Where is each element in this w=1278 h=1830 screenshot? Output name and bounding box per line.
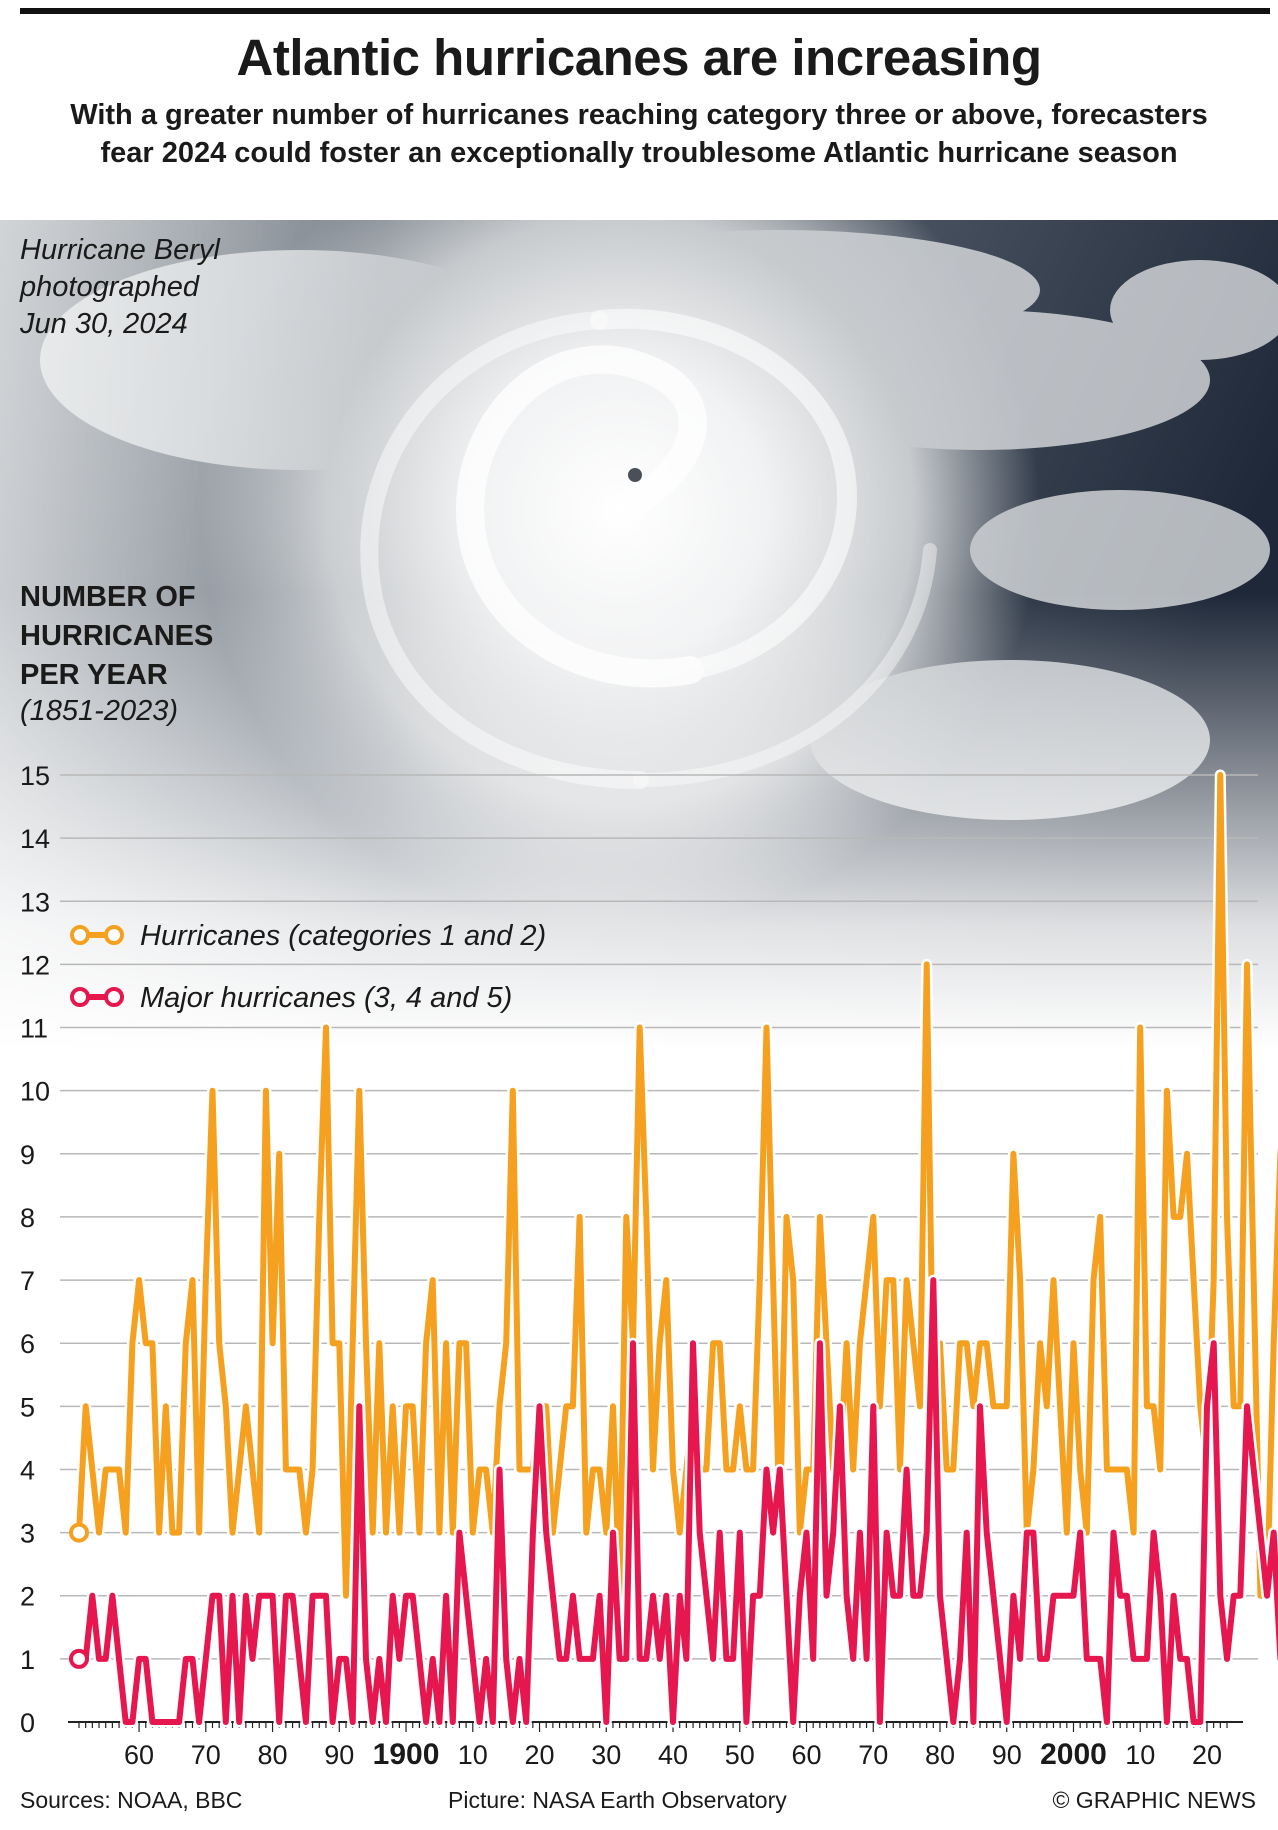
page-title: Atlantic hurricanes are increasing	[236, 29, 1042, 86]
copyright: © GRAPHIC NEWS	[1052, 1787, 1256, 1813]
x-tick-label: 1900	[373, 1738, 440, 1771]
series-line-major-hurricanes	[76, 1277, 1278, 1725]
x-tick-label: 60	[791, 1740, 821, 1770]
y-tick-label: 12	[20, 950, 50, 980]
y-tick-label: 1	[20, 1645, 35, 1675]
chart-title: NUMBER OF HURRICANES PER YEAR	[20, 581, 214, 691]
y-tick-label: 0	[20, 1708, 35, 1738]
y-tick-label: 13	[20, 887, 50, 917]
x-tick-label: 30	[591, 1740, 621, 1770]
y-tick-label: 4	[20, 1455, 35, 1485]
picture-credit: Picture: NASA Earth Observatory	[448, 1787, 787, 1813]
x-tick-label: 60	[124, 1740, 154, 1770]
y-tick-label: 14	[20, 824, 50, 854]
x-tick-label: 90	[992, 1740, 1022, 1770]
y-tick-label: 9	[20, 1140, 35, 1170]
legend-swatch-marker	[104, 987, 124, 1007]
chart-subtitle: (1851-2023)	[20, 695, 178, 727]
x-tick-label: 20	[1192, 1740, 1222, 1770]
photo-caption: Hurricane Beryl photographed Jun 30, 202…	[20, 234, 220, 340]
x-tick-label: 2000	[1040, 1738, 1107, 1771]
x-tick-label: 10	[1125, 1740, 1155, 1770]
x-tick-label: 40	[658, 1740, 688, 1770]
y-tick-label: 6	[20, 1329, 35, 1359]
x-tick-label: 90	[324, 1740, 354, 1770]
top-rule	[20, 8, 1270, 14]
series-start-marker	[69, 1522, 89, 1543]
x-tick-label: 70	[191, 1740, 221, 1770]
y-tick-label: 8	[20, 1203, 35, 1233]
y-tick-label: 7	[20, 1266, 35, 1296]
legend-swatch-marker	[70, 987, 90, 1007]
x-tick-label: 10	[458, 1740, 488, 1770]
legend-label: Hurricanes (categories 1 and 2)	[140, 920, 546, 952]
x-tick-label: 80	[258, 1740, 288, 1770]
x-tick-label: 80	[925, 1740, 955, 1770]
y-tick-label: 11	[20, 1014, 48, 1044]
x-tick-label: 50	[725, 1740, 755, 1770]
legend-swatch-marker	[104, 925, 124, 945]
x-tick-label: 70	[858, 1740, 888, 1770]
y-tick-label: 10	[20, 1077, 50, 1107]
y-tick-label: 3	[20, 1519, 35, 1549]
series-line-hurricanes-cat-1-2	[76, 772, 1278, 1599]
series-start-marker	[69, 1648, 89, 1669]
legend-swatch-marker	[70, 925, 90, 945]
y-tick-label: 2	[20, 1582, 35, 1612]
y-tick-label: 5	[20, 1392, 35, 1422]
x-tick-label: 20	[525, 1740, 555, 1770]
sources-credit: Sources: NOAA, BBC	[20, 1787, 243, 1813]
page-subtitle: With a greater number of hurricanes reac…	[70, 99, 1208, 169]
legend-label: Major hurricanes (3, 4 and 5)	[140, 982, 512, 1014]
y-tick-label: 15	[20, 761, 50, 791]
hurricane-satellite-photo	[0, 220, 1278, 1050]
